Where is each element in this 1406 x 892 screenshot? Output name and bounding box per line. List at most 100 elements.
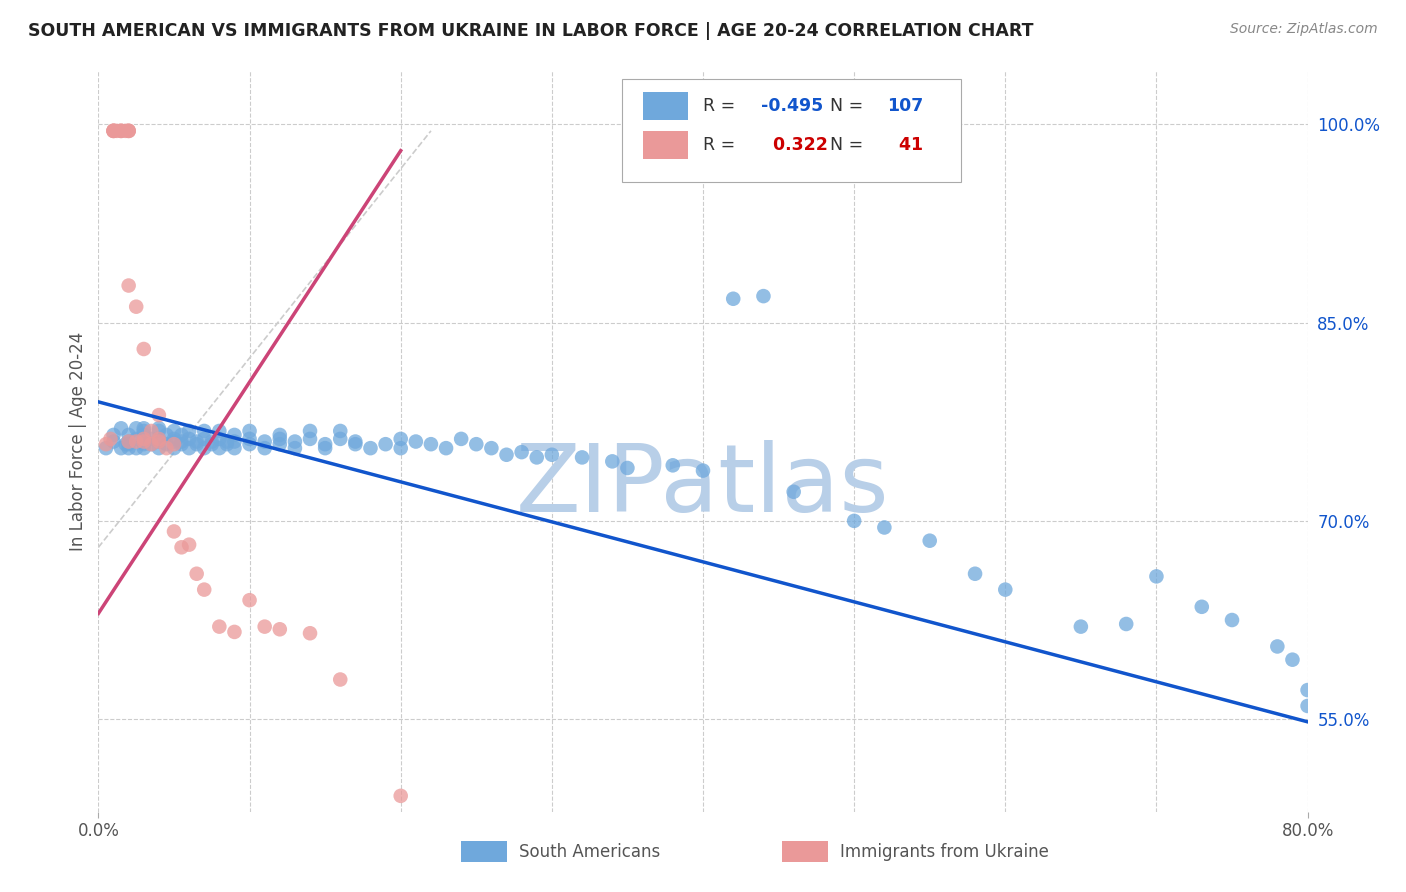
- Point: [163, 434, 186, 449]
- Point: [193, 441, 215, 455]
- Point: [434, 441, 457, 455]
- Point: [873, 520, 896, 534]
- Point: [163, 424, 186, 438]
- Point: [389, 789, 412, 803]
- Point: [510, 445, 533, 459]
- Point: [118, 428, 141, 442]
- Point: [269, 622, 291, 636]
- Point: [208, 620, 231, 634]
- Point: [193, 432, 215, 446]
- Point: [155, 441, 177, 455]
- Point: [170, 541, 193, 555]
- Point: [208, 432, 231, 446]
- Point: [329, 673, 352, 687]
- Point: [374, 437, 396, 451]
- FancyBboxPatch shape: [643, 92, 689, 120]
- Point: [94, 437, 117, 451]
- Point: [752, 289, 775, 303]
- Text: 107: 107: [887, 97, 924, 115]
- Point: [118, 278, 141, 293]
- Text: -0.495: -0.495: [761, 97, 824, 115]
- Text: R =: R =: [703, 97, 735, 115]
- Point: [253, 441, 276, 455]
- Text: Source: ZipAtlas.com: Source: ZipAtlas.com: [1230, 22, 1378, 37]
- Point: [148, 408, 170, 422]
- Point: [148, 424, 170, 438]
- Point: [163, 432, 186, 446]
- Point: [170, 434, 193, 449]
- Text: Immigrants from Ukraine: Immigrants from Ukraine: [839, 843, 1049, 861]
- Point: [224, 624, 246, 639]
- Point: [132, 432, 155, 446]
- Point: [284, 434, 307, 449]
- Point: [132, 432, 155, 446]
- Point: [141, 437, 163, 451]
- Point: [105, 124, 128, 138]
- Point: [1144, 569, 1167, 583]
- Point: [125, 300, 148, 314]
- Point: [1191, 599, 1213, 614]
- Point: [224, 441, 246, 455]
- Point: [118, 434, 141, 449]
- Point: [1115, 617, 1137, 632]
- Point: [571, 450, 593, 465]
- Point: [186, 434, 208, 449]
- Point: [253, 434, 276, 449]
- Point: [118, 124, 141, 138]
- Point: [148, 421, 170, 435]
- Point: [125, 434, 148, 449]
- Point: [125, 421, 148, 435]
- Point: [114, 124, 136, 138]
- Point: [208, 441, 231, 455]
- FancyBboxPatch shape: [461, 841, 508, 862]
- Point: [103, 124, 125, 138]
- Point: [465, 437, 488, 451]
- Point: [1296, 683, 1319, 698]
- Point: [215, 437, 238, 451]
- FancyBboxPatch shape: [782, 841, 828, 862]
- Point: [193, 582, 215, 597]
- Point: [148, 432, 170, 446]
- Point: [118, 124, 141, 138]
- Point: [284, 441, 307, 455]
- Point: [299, 432, 322, 446]
- Point: [163, 437, 186, 451]
- Point: [495, 448, 517, 462]
- Point: [141, 424, 163, 438]
- Point: [110, 124, 132, 138]
- Point: [239, 424, 262, 438]
- Point: [148, 432, 170, 446]
- Point: [118, 434, 141, 449]
- Point: [179, 441, 201, 455]
- Point: [314, 441, 336, 455]
- Point: [224, 428, 246, 442]
- Point: [602, 454, 624, 468]
- Point: [132, 437, 155, 451]
- Point: [179, 432, 201, 446]
- Point: [918, 533, 941, 548]
- Point: [110, 124, 132, 138]
- Point: [114, 437, 136, 451]
- Point: [215, 434, 238, 449]
- Point: [110, 124, 132, 138]
- Point: [125, 432, 148, 446]
- Point: [344, 434, 367, 449]
- Text: ZIPatlas: ZIPatlas: [516, 440, 890, 532]
- Point: [1220, 613, 1243, 627]
- Point: [118, 124, 141, 138]
- FancyBboxPatch shape: [643, 131, 689, 160]
- Point: [360, 441, 382, 455]
- Point: [450, 432, 472, 446]
- Point: [186, 437, 208, 451]
- Point: [208, 424, 231, 438]
- Point: [344, 437, 367, 451]
- Point: [163, 524, 186, 539]
- Point: [141, 437, 163, 451]
- Point: [170, 437, 193, 451]
- Point: [1281, 653, 1303, 667]
- Point: [179, 538, 201, 552]
- Point: [100, 432, 122, 446]
- Point: [965, 566, 987, 581]
- Y-axis label: In Labor Force | Age 20-24: In Labor Force | Age 20-24: [69, 332, 87, 551]
- Point: [314, 437, 336, 451]
